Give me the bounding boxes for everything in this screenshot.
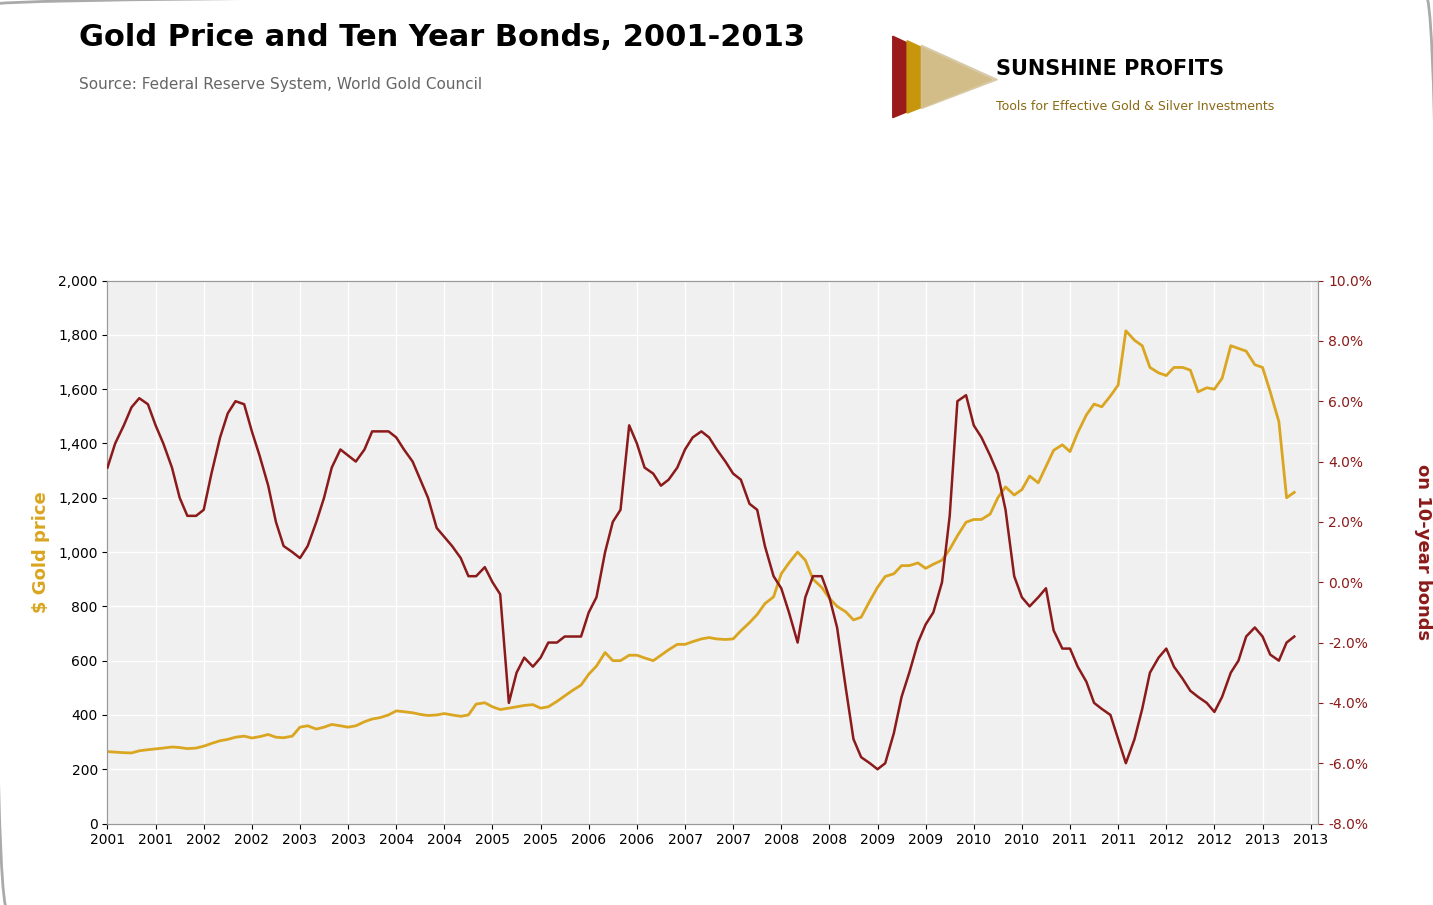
Y-axis label: $ Gold price: $ Gold price: [32, 491, 50, 613]
Y-axis label: Real return
on 10-year bonds: Real return on 10-year bonds: [1413, 464, 1433, 640]
Text: SUNSHINE PROFITS: SUNSHINE PROFITS: [996, 59, 1224, 79]
Text: Gold Price and Ten Year Bonds, 2001-2013: Gold Price and Ten Year Bonds, 2001-2013: [79, 23, 805, 52]
Text: Source: Federal Reserve System, World Gold Council: Source: Federal Reserve System, World Go…: [79, 77, 481, 92]
Text: Tools for Effective Gold & Silver Investments: Tools for Effective Gold & Silver Invest…: [996, 100, 1274, 112]
